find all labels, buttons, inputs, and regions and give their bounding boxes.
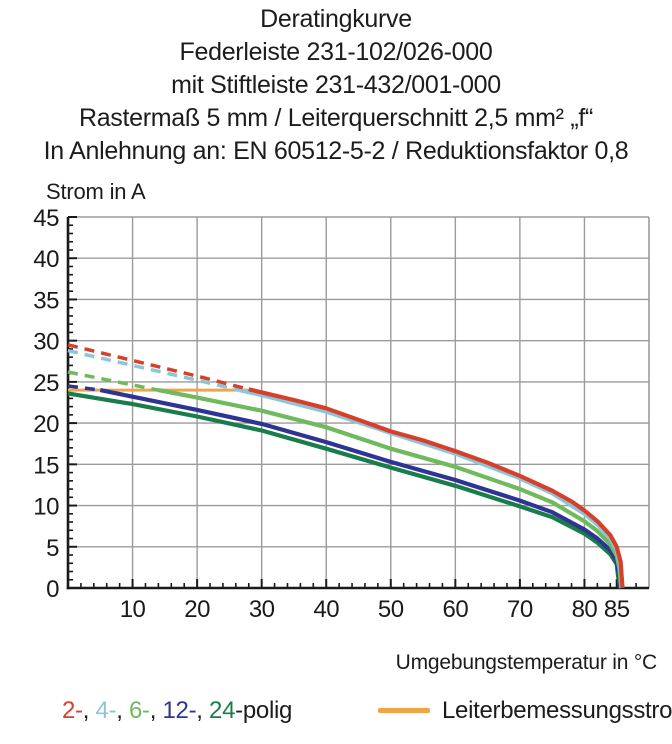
curve-12-polig-dashed [67,384,101,392]
poles-legend-part: -polig [235,697,293,724]
rated-current-legend: Leiterbemessungsstrom [378,697,672,725]
y-axis-title: Strom in A [46,179,146,204]
curve-6-polig-dashed [67,370,159,392]
x-tick-label: 70 [507,596,533,623]
x-tick-label: 10 [120,596,146,623]
y-tick-label: 35 [33,287,59,314]
poles-legend-part: , [116,697,129,724]
chart-title-block: Deratingkurve Federleiste 231-102/026-00… [0,3,672,168]
curve-12-polig [99,388,623,589]
y-tick-label: 0 [46,576,59,603]
poles-legend-part: , [196,697,210,724]
x-tick-label: 20 [184,596,210,623]
title-line-3: mit Stiftleiste 231-432/001-000 [171,71,501,99]
x-tick-label: 80 [572,596,598,623]
poles-legend-part: , [82,697,96,724]
title-line-2: Federleiste 231-102/026-000 [179,38,493,66]
y-tick-label: 15 [33,452,59,479]
y-tick-label: 30 [33,329,59,356]
poles-legend-part: 2- [62,697,83,724]
y-tick-label: 45 [33,205,59,232]
poles-legend-part: 4- [95,697,117,724]
x-tick-label: 40 [313,596,339,623]
curve-2-polig [248,387,625,589]
y-tick-label: 20 [33,411,59,438]
x-tick-label: 50 [378,596,404,623]
y-tick-label: 40 [33,246,59,273]
y-tick-label: 5 [46,535,59,562]
poles-legend-part: , [149,697,163,724]
title-line-1: Deratingkurve [260,5,412,33]
title-line-4: Rastermaß 5 mm / Leiterquerschnitt 2,5 m… [78,104,594,132]
x-axis-title: Umgebungstemperatur in °C [395,651,658,674]
poles-legend-part: 6- [129,697,150,724]
poles-legend-part: 12- [162,697,197,724]
rated-current-legend-label: Leiterbemessungsstrom [442,697,672,724]
x-tick-label: 85 [604,596,630,623]
x-tick-label: 30 [249,596,275,623]
curve-4-polig-dashed [67,348,240,392]
title-line-5: In Anlehnung an: EN 60512-5-2 / Reduktio… [43,137,629,165]
rated-current-line-swatch [378,707,430,713]
x-tick-label: 60 [442,596,468,623]
poles-legend-part: 24 [209,697,236,724]
poles-legend: 2-, 4-, 6-, 12-, 24-polig [62,697,292,725]
y-tick-label: 10 [33,494,59,521]
y-tick-label: 25 [33,370,59,397]
curve-2-polig-dashed [67,343,250,391]
